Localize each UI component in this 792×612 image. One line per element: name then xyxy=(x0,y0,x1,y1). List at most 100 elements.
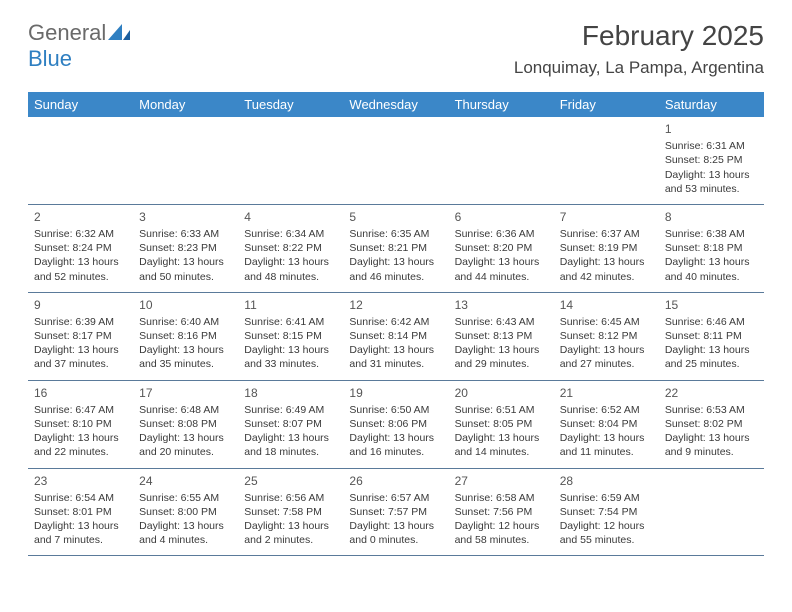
calendar-cell: 8Sunrise: 6:38 AMSunset: 8:18 PMDaylight… xyxy=(659,205,764,292)
calendar-cell: 9Sunrise: 6:39 AMSunset: 8:17 PMDaylight… xyxy=(28,293,133,380)
day-line: Sunrise: 6:40 AM xyxy=(139,315,232,329)
day-line: Daylight: 13 hours xyxy=(665,343,758,357)
day-line: Sunrise: 6:45 AM xyxy=(560,315,653,329)
day-line: Sunrise: 6:54 AM xyxy=(34,491,127,505)
day-line: Sunrise: 6:38 AM xyxy=(665,227,758,241)
brand-logo: General Blue xyxy=(28,20,130,72)
day-number: 21 xyxy=(560,385,653,401)
day-number: 11 xyxy=(244,297,337,313)
day-line: and 7 minutes. xyxy=(34,533,127,547)
calendar-cell: 7Sunrise: 6:37 AMSunset: 8:19 PMDaylight… xyxy=(554,205,659,292)
calendar-cell xyxy=(28,117,133,204)
day-line: Sunrise: 6:57 AM xyxy=(349,491,442,505)
day-line: Daylight: 13 hours xyxy=(349,431,442,445)
day-line: Sunrise: 6:37 AM xyxy=(560,227,653,241)
day-line: Sunrise: 6:31 AM xyxy=(665,139,758,153)
day-line: and 0 minutes. xyxy=(349,533,442,547)
calendar-cell xyxy=(238,117,343,204)
day-line: Daylight: 12 hours xyxy=(560,519,653,533)
day-line: Sunrise: 6:53 AM xyxy=(665,403,758,417)
calendar-cell: 23Sunrise: 6:54 AMSunset: 8:01 PMDayligh… xyxy=(28,469,133,556)
calendar-cell: 28Sunrise: 6:59 AMSunset: 7:54 PMDayligh… xyxy=(554,469,659,556)
day-number: 14 xyxy=(560,297,653,313)
day-line: and 48 minutes. xyxy=(244,270,337,284)
day-line: and 31 minutes. xyxy=(349,357,442,371)
day-line: Sunset: 8:13 PM xyxy=(455,329,548,343)
calendar-cell: 24Sunrise: 6:55 AMSunset: 8:00 PMDayligh… xyxy=(133,469,238,556)
day-line: Sunset: 7:56 PM xyxy=(455,505,548,519)
calendar-week: 23Sunrise: 6:54 AMSunset: 8:01 PMDayligh… xyxy=(28,469,764,557)
day-line: Daylight: 13 hours xyxy=(665,168,758,182)
day-line: Sunrise: 6:52 AM xyxy=(560,403,653,417)
day-line: and 42 minutes. xyxy=(560,270,653,284)
day-line: Sunset: 8:17 PM xyxy=(34,329,127,343)
calendar-cell xyxy=(133,117,238,204)
weekday-label: Wednesday xyxy=(343,92,448,117)
day-line: Daylight: 13 hours xyxy=(349,343,442,357)
day-number: 10 xyxy=(139,297,232,313)
day-line: Sunset: 8:07 PM xyxy=(244,417,337,431)
day-line: Daylight: 13 hours xyxy=(455,255,548,269)
day-line: and 33 minutes. xyxy=(244,357,337,371)
day-line: and 25 minutes. xyxy=(665,357,758,371)
day-line: Daylight: 13 hours xyxy=(34,343,127,357)
day-number: 28 xyxy=(560,473,653,489)
calendar-cell: 10 Sunrise: 6:40 AMSunset: 8:16 PMDayligh… xyxy=(133,293,238,380)
day-line: Daylight: 13 hours xyxy=(349,519,442,533)
day-line: Sunset: 8:24 PM xyxy=(34,241,127,255)
day-line: Sunrise: 6:39 AM xyxy=(34,315,127,329)
day-line: Daylight: 13 hours xyxy=(244,431,337,445)
page-title: February 2025 xyxy=(514,20,764,52)
day-line: Sunset: 8:16 PM xyxy=(139,329,232,343)
day-line: and 37 minutes. xyxy=(34,357,127,371)
day-line: and 40 minutes. xyxy=(665,270,758,284)
day-number: 5 xyxy=(349,209,442,225)
calendar-cell: 19Sunrise: 6:50 AMSunset: 8:06 PMDayligh… xyxy=(343,381,448,468)
day-number: 17 xyxy=(139,385,232,401)
day-line: and 35 minutes. xyxy=(139,357,232,371)
day-line: Sunrise: 6:42 AM xyxy=(349,315,442,329)
day-line: Sunset: 8:11 PM xyxy=(665,329,758,343)
calendar-cell: 11Sunrise: 6:41 AMSunset: 8:15 PMDayligh… xyxy=(238,293,343,380)
day-line: Sunset: 8:01 PM xyxy=(34,505,127,519)
day-line: Sunrise: 6:34 AM xyxy=(244,227,337,241)
brand-part2: Blue xyxy=(28,46,72,71)
day-line: and 18 minutes. xyxy=(244,445,337,459)
calendar-cell xyxy=(554,117,659,204)
calendar-cell: 26Sunrise: 6:57 AMSunset: 7:57 PMDayligh… xyxy=(343,469,448,556)
header: General Blue February 2025 Lonquimay, La… xyxy=(28,20,764,78)
day-line: Sunrise: 6:49 AM xyxy=(244,403,337,417)
day-line: Sunset: 8:22 PM xyxy=(244,241,337,255)
day-line: Sunrise: 6:50 AM xyxy=(349,403,442,417)
day-line: Sunrise: 6:48 AM xyxy=(139,403,232,417)
calendar-cell: 22Sunrise: 6:53 AMSunset: 8:02 PMDayligh… xyxy=(659,381,764,468)
day-line: Sunset: 8:18 PM xyxy=(665,241,758,255)
day-line: Sunset: 8:05 PM xyxy=(455,417,548,431)
day-line: and 50 minutes. xyxy=(139,270,232,284)
calendar-cell: 1Sunrise: 6:31 AMSunset: 8:25 PMDaylight… xyxy=(659,117,764,204)
day-number: 7 xyxy=(560,209,653,225)
day-line: Sunrise: 6:51 AM xyxy=(455,403,548,417)
day-line: Sunset: 8:25 PM xyxy=(665,153,758,167)
day-number: 12 xyxy=(349,297,442,313)
day-line: Sunset: 8:20 PM xyxy=(455,241,548,255)
weekday-label: Friday xyxy=(554,92,659,117)
day-line: Daylight: 13 hours xyxy=(139,343,232,357)
day-line: Daylight: 13 hours xyxy=(244,519,337,533)
day-line: Sunrise: 6:58 AM xyxy=(455,491,548,505)
day-number: 13 xyxy=(455,297,548,313)
day-line: Sunset: 7:58 PM xyxy=(244,505,337,519)
day-number: 20 xyxy=(455,385,548,401)
day-number: 2 xyxy=(34,209,127,225)
calendar-cell: 2Sunrise: 6:32 AMSunset: 8:24 PMDaylight… xyxy=(28,205,133,292)
weekday-label: Thursday xyxy=(449,92,554,117)
weekday-label: Saturday xyxy=(659,92,764,117)
day-line: and 11 minutes. xyxy=(560,445,653,459)
calendar-cell: 14Sunrise: 6:45 AMSunset: 8:12 PMDayligh… xyxy=(554,293,659,380)
day-number: 26 xyxy=(349,473,442,489)
day-line: Sunrise: 6:59 AM xyxy=(560,491,653,505)
calendar-cell: 13Sunrise: 6:43 AMSunset: 8:13 PMDayligh… xyxy=(449,293,554,380)
day-number: 25 xyxy=(244,473,337,489)
day-line: Sunset: 8:10 PM xyxy=(34,417,127,431)
day-line: Sunset: 8:19 PM xyxy=(560,241,653,255)
